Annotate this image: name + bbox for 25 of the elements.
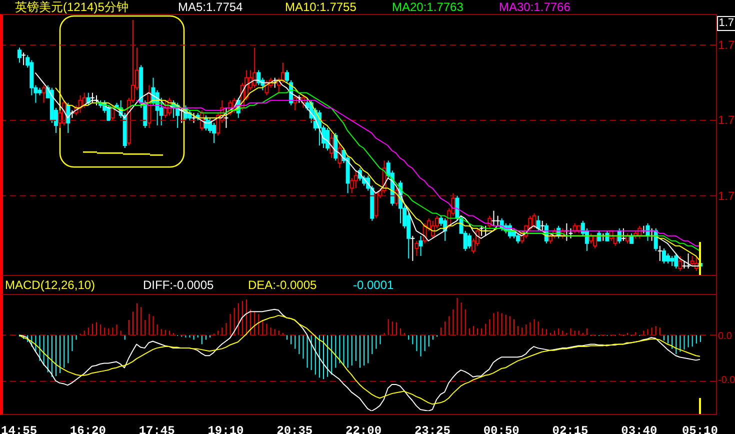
x-tick-label: 05:10 <box>682 424 718 434</box>
text: DEA:-0.0005 <box>248 278 317 292</box>
x-tick-label: 17:45 <box>138 424 175 434</box>
text: MA5:1.7754 <box>178 0 243 14</box>
text: MA30:1.7766 <box>499 0 570 14</box>
x-tick-label: 02:15 <box>552 424 588 434</box>
x-tick-label: 14:55 <box>1 424 38 434</box>
x-tick-label: 19:10 <box>208 424 244 434</box>
text: 1.7 <box>718 38 735 52</box>
x-tick-label: 20:35 <box>276 424 313 434</box>
text: MA20:1.7763 <box>392 0 464 14</box>
x-tick-label: 16:20 <box>70 424 106 434</box>
text: -0.0001 <box>353 278 394 292</box>
text: -0.0 <box>718 375 735 388</box>
text: DIFF:-0.0005 <box>143 278 214 292</box>
text: 1.7 <box>718 188 735 202</box>
x-tick-label: 00:50 <box>483 424 520 434</box>
text: MA10:1.7755 <box>285 0 356 14</box>
text: 1.7 <box>718 113 735 128</box>
x-tick-label: 03:40 <box>621 424 658 434</box>
chart-title: 英镑美元(1214)5分钟 <box>15 0 128 14</box>
ref-line-label: 0.0 <box>718 330 732 342</box>
x-tick-label: 23:25 <box>414 424 450 434</box>
chart-title: MACD(12,26,10) <box>5 278 96 292</box>
x-tick-label: 22:00 <box>346 424 382 434</box>
